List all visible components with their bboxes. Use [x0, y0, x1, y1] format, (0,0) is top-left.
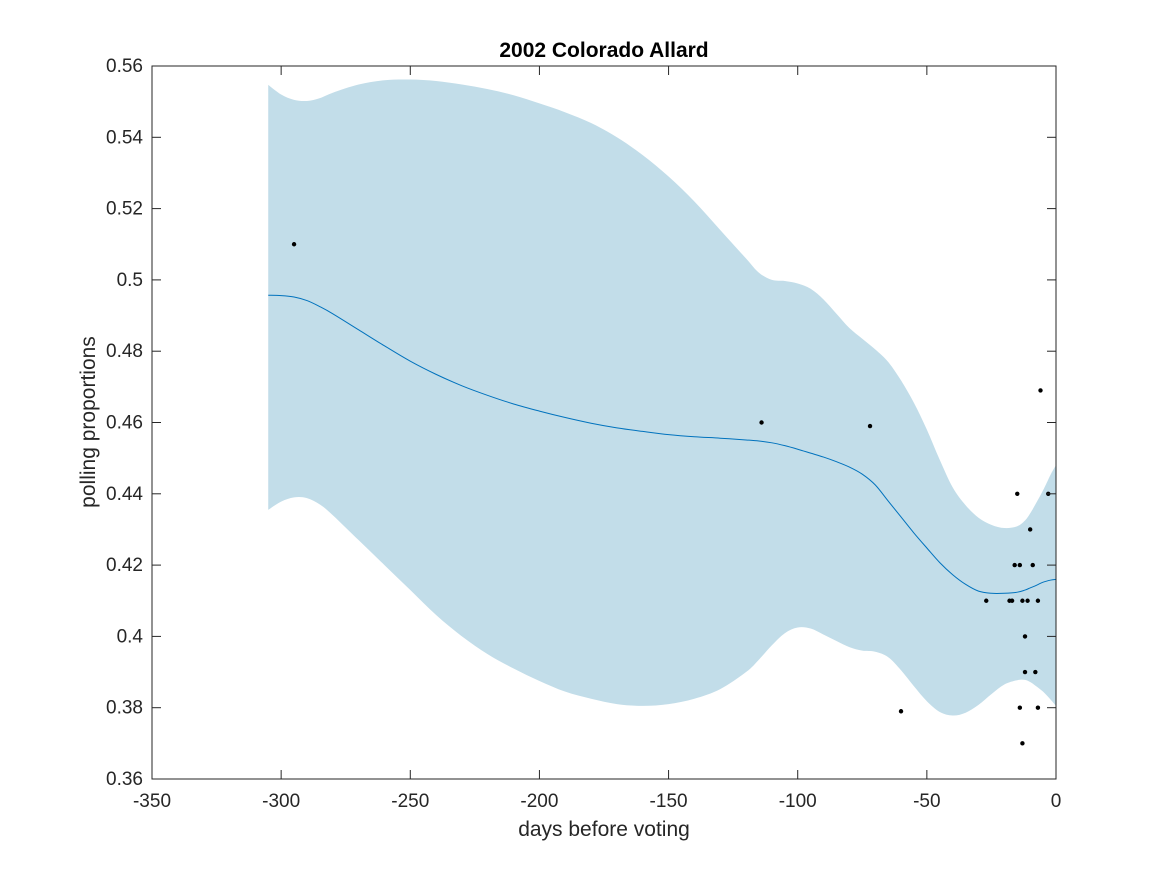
- x-tick-label: -350: [133, 791, 171, 812]
- poll-point: [984, 598, 989, 603]
- y-axis-label: polling proportions: [77, 336, 100, 508]
- x-tick-label: 0: [1051, 791, 1062, 812]
- y-tick-label: 0.5: [117, 270, 143, 291]
- poll-point: [1012, 562, 1017, 568]
- poll-point: [867, 423, 873, 429]
- poll-point: [1020, 741, 1025, 746]
- y-tick-label: 0.4: [117, 626, 144, 647]
- plot-area: [268, 79, 1056, 746]
- poll-point: [1009, 598, 1015, 603]
- poll-point: [1035, 705, 1041, 710]
- x-tick-label: -200: [520, 791, 558, 812]
- y-tick-label: 0.52: [106, 199, 143, 220]
- x-axis-ticks: -350 -300 -250 -200 -150 -100 -50 0: [133, 66, 1061, 812]
- poll-point: [1035, 598, 1041, 603]
- x-tick-label: -150: [650, 791, 688, 812]
- y-tick-label: 0.42: [106, 555, 143, 576]
- poll-point: [1017, 562, 1023, 568]
- y-axis-ticks: 0.36 0.38 0.4 0.42 0.44 0.46 0.48 0.5 0.52 0.54 0.…: [106, 56, 1056, 790]
- poll-point: [1015, 491, 1020, 496]
- y-tick-label: 0.54: [106, 127, 143, 148]
- x-tick-label: -300: [262, 791, 300, 812]
- mean-trend-line: [268, 294, 1056, 594]
- poll-points: [291, 242, 1051, 746]
- y-tick-label: 0.38: [106, 698, 143, 719]
- x-tick-label: -50: [913, 791, 940, 812]
- poll-point: [1033, 669, 1038, 675]
- poll-point: [1017, 705, 1023, 710]
- poll-point: [1038, 388, 1043, 393]
- poll-point: [1027, 527, 1033, 532]
- y-tick-label: 0.56: [106, 56, 143, 77]
- chart-title: 2002 Colorado Allard: [499, 39, 708, 62]
- x-axis-label: days before voting: [518, 818, 690, 841]
- y-tick-label: 0.46: [106, 413, 143, 434]
- poll-point: [291, 242, 297, 247]
- poll-point: [1020, 598, 1025, 603]
- poll-point: [1022, 634, 1028, 639]
- poll-point: [1025, 598, 1030, 603]
- poll-point: [1022, 669, 1028, 675]
- poll-point: [759, 420, 764, 425]
- y-tick-label: 0.44: [106, 484, 143, 505]
- confidence-band: [268, 79, 1056, 716]
- poll-point: [898, 709, 904, 714]
- y-tick-label: 0.48: [106, 341, 143, 362]
- x-tick-label: -100: [779, 791, 817, 812]
- y-tick-label: 0.36: [106, 769, 143, 790]
- poll-point: [1030, 562, 1035, 568]
- x-tick-label: -250: [391, 791, 429, 812]
